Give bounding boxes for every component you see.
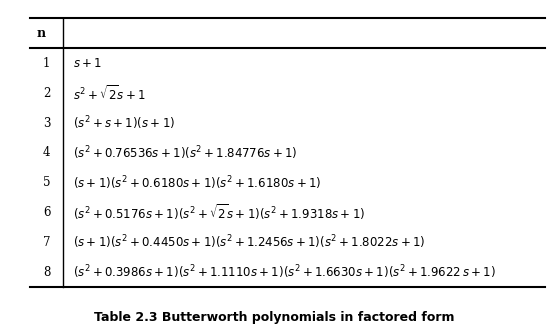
Text: Table 2.3 Butterworth polynomials in factored form: Table 2.3 Butterworth polynomials in fac… — [94, 311, 454, 324]
Text: $s^2+\sqrt{2}s+1$: $s^2+\sqrt{2}s+1$ — [73, 84, 146, 102]
Text: $(s+1)(s^2+0.6180s+1)(s^2+1.6180s+1)$: $(s+1)(s^2+0.6180s+1)(s^2+1.6180s+1)$ — [73, 174, 321, 192]
Text: $(s+1)(s^2+0.4450s+1)(s^2+1.2456s+1)(s^2+1.8022s+1)$: $(s+1)(s^2+0.4450s+1)(s^2+1.2456s+1)(s^2… — [73, 234, 425, 251]
Text: 7: 7 — [43, 236, 50, 249]
Text: $(s^2+0.5176s+1)(s^2+\sqrt{2}s+1)(s^2+1.9318s+1)$: $(s^2+0.5176s+1)(s^2+\sqrt{2}s+1)(s^2+1.… — [73, 203, 365, 222]
Text: 1: 1 — [43, 57, 50, 70]
Text: 3: 3 — [43, 117, 50, 129]
Text: $(s^2+0.3986s+1)(s^2+1.1110s+1)(s^2+1.6630s+1)(s^2+1.9622\,s+1)$: $(s^2+0.3986s+1)(s^2+1.1110s+1)(s^2+1.66… — [73, 263, 496, 281]
Text: 4: 4 — [43, 146, 50, 159]
Text: 2: 2 — [43, 87, 50, 100]
Text: 5: 5 — [43, 176, 50, 189]
Text: $s+1$: $s+1$ — [73, 57, 102, 70]
Text: 8: 8 — [43, 266, 50, 279]
Text: $(s^2+s+1)(s+1)$: $(s^2+s+1)(s+1)$ — [73, 114, 175, 132]
Text: 6: 6 — [43, 206, 50, 219]
Text: n: n — [37, 27, 45, 40]
Text: $(s^2+0.76536s+1)(s^2+1.84776s+1)$: $(s^2+0.76536s+1)(s^2+1.84776s+1)$ — [73, 144, 298, 162]
